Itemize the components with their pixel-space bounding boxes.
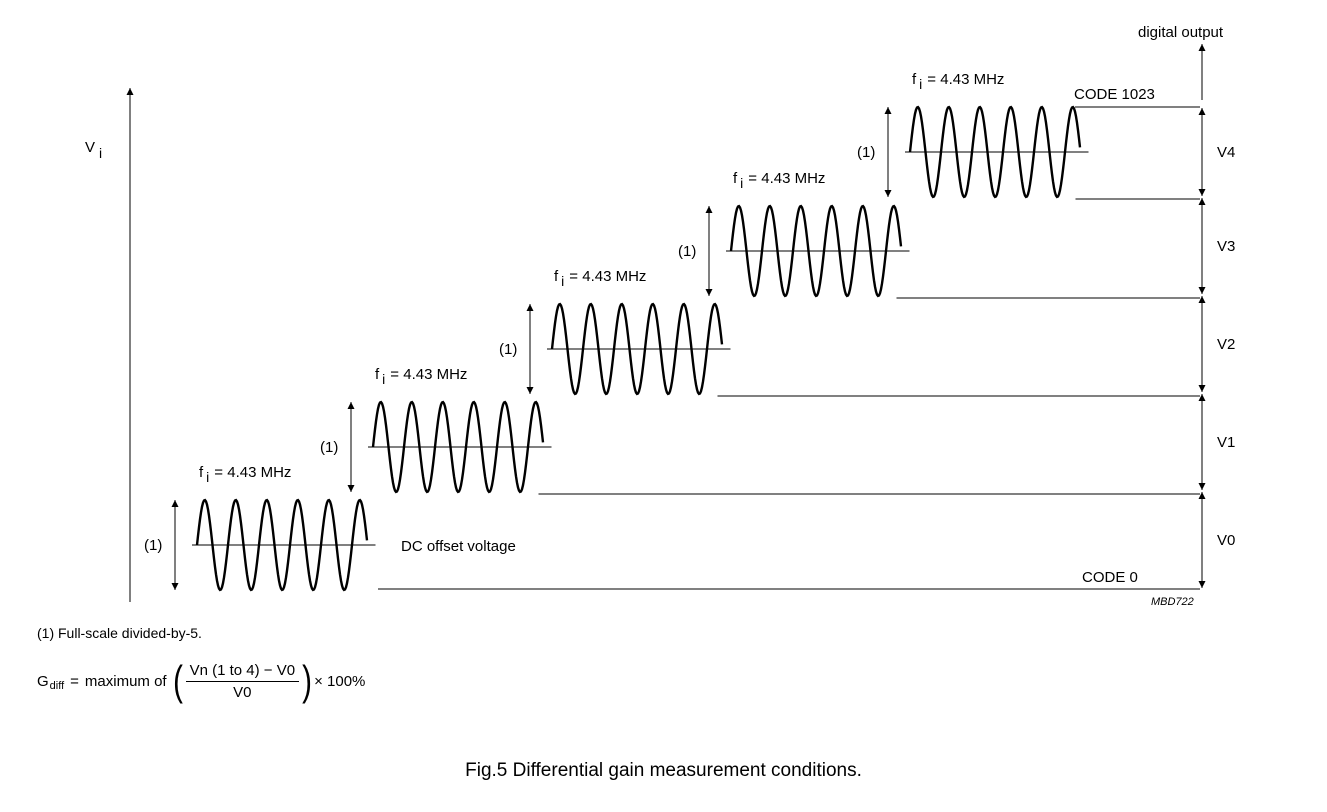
amplitude-marker: (1): [678, 243, 696, 260]
level-label: V2: [1217, 336, 1235, 353]
level-span-v2: V2: [1198, 296, 1235, 392]
waveform-group-0: (1) f i = 4.43 MHz: [144, 464, 376, 592]
waveform-group-3: (1) f i = 4.43 MHz: [678, 170, 1200, 299]
figure-id: MBD722: [1151, 596, 1194, 608]
sine-wave: [729, 204, 903, 298]
sine-wave: [550, 302, 724, 396]
level-label: V4: [1217, 144, 1235, 161]
sine-wave: [195, 498, 369, 592]
formula-equals: =: [70, 672, 79, 690]
left-paren: (: [172, 657, 183, 704]
waveform-group-1: (1) f i = 4.43 MHz: [320, 366, 1200, 495]
level-label: V0: [1217, 532, 1235, 549]
figure-caption: Fig.5 Differential gain measurement cond…: [465, 760, 862, 781]
sine-wave: [908, 105, 1082, 199]
formula-fraction: Vn (1 to 4) − V0 V0: [185, 662, 300, 701]
frequency-label: f i = 4.43 MHz: [199, 464, 291, 485]
waveform-group-4: (1) f i = 4.43 MHz: [857, 71, 1200, 200]
level-label: V1: [1217, 434, 1235, 451]
level-label: V3: [1217, 238, 1235, 255]
formula-denominator: V0: [233, 683, 252, 701]
formula-lhs-subscript: diff: [49, 680, 65, 692]
waveform-group-2: (1) f i = 4.43 MHz: [499, 268, 1200, 397]
level-span-v0: V0: [1198, 492, 1235, 588]
level-span-v4: V4: [1198, 108, 1235, 196]
level-span-v3: V3: [1198, 198, 1235, 294]
code-0-label: CODE 0: [1082, 569, 1138, 586]
frequency-label: f i = 4.43 MHz: [375, 366, 467, 387]
amplitude-marker: (1): [499, 341, 517, 358]
right-paren: ): [302, 657, 312, 704]
dc-offset-label: DC offset voltage: [401, 538, 516, 555]
sine-wave: [371, 400, 545, 494]
digital-output-label: digital output: [1138, 24, 1224, 41]
amplitude-marker: (1): [320, 439, 338, 456]
formula-prefix: maximum of: [84, 672, 167, 690]
code-1023-label: CODE 1023: [1074, 86, 1155, 103]
amplitude-marker: (1): [144, 537, 162, 554]
frequency-label: f i = 4.43 MHz: [554, 268, 646, 289]
frequency-label: f i = 4.43 MHz: [912, 71, 1004, 92]
frequency-label: f i = 4.43 MHz: [733, 170, 825, 191]
level-span-v1: V1: [1198, 394, 1235, 490]
footnote: (1) Full-scale divided-by-5.: [37, 625, 202, 641]
formula-lhs: G: [37, 672, 49, 690]
amplitude-marker: (1): [857, 144, 875, 161]
formula-numerator: Vn (1 to 4) − V0: [185, 662, 300, 682]
formula-suffix: × 100%: [314, 672, 366, 690]
